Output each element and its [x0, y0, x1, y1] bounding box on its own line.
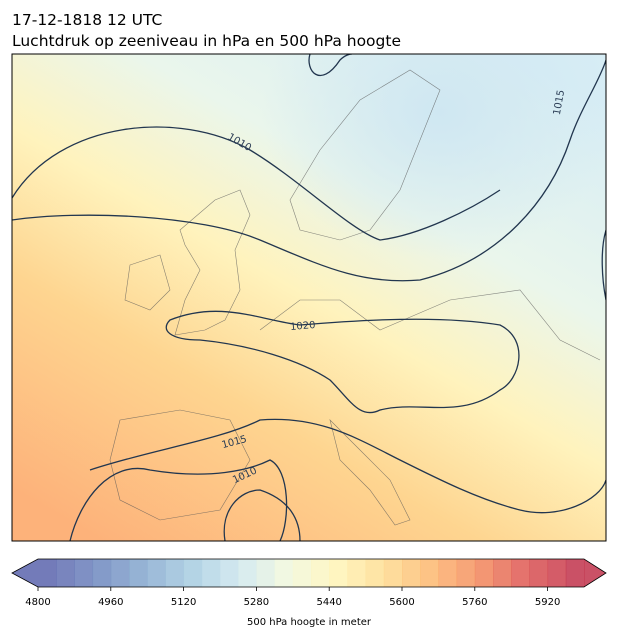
- colorbar-segment: [420, 559, 439, 587]
- colorbar-extend: [12, 559, 38, 587]
- map-frame: [11, 53, 607, 542]
- colorbar-segment: [493, 559, 512, 587]
- colorbar-tick-label: 5280: [244, 597, 269, 608]
- colorbar-segment: [329, 559, 348, 587]
- colorbar-segment: [474, 559, 494, 587]
- colorbar-segment: [402, 559, 421, 587]
- colorbar-segment: [565, 559, 585, 587]
- title: 17-12-1818 12 UTC: [12, 11, 162, 29]
- colorbar-segment: [92, 559, 112, 587]
- colorbar-outline: [11, 558, 607, 588]
- colorbar-tick-label: 5920: [535, 597, 560, 608]
- colorbar-segment: [383, 559, 403, 587]
- colorbar-segment: [438, 559, 458, 587]
- colorbar-tick-label: 4960: [98, 597, 123, 608]
- colorbar-tick-label: 4800: [25, 597, 50, 608]
- colorbar-segment: [183, 559, 203, 587]
- colorbar-segment: [129, 559, 148, 587]
- colorbar-tick-label: 5440: [316, 597, 341, 608]
- map: [12, 54, 606, 541]
- colorbar-tick-label: 5120: [171, 597, 196, 608]
- colorbar-segment: [292, 559, 312, 587]
- colorbar-segment: [220, 559, 239, 587]
- colorbar-segment: [56, 559, 75, 587]
- colorbar-segment: [547, 559, 567, 587]
- colorbar-segment: [165, 559, 185, 587]
- colorbar-segment: [38, 559, 57, 587]
- colorbar-extend: [584, 559, 606, 587]
- title: Luchtdruk op zeeniveau in hPa en 500 hPa…: [12, 32, 401, 50]
- colorbar-tick-label: 5760: [462, 597, 487, 608]
- colorbar-segment: [529, 559, 549, 587]
- colorbar-segment: [311, 559, 330, 587]
- colorbar-segment: [74, 559, 94, 587]
- colorbar-label: 500 hPa hoogte in meter: [247, 617, 372, 628]
- colorbar-segment: [147, 559, 166, 587]
- contour-label: 1020: [290, 320, 316, 333]
- colorbar-segment: [256, 559, 276, 587]
- colorbar-segment: [511, 559, 530, 587]
- colorbar-segment: [238, 559, 257, 587]
- colorbar-segment: [110, 559, 130, 587]
- colorbar: 4800 4960 5120 5280 5440 5600 5760 5920: [11, 558, 607, 608]
- colorbar-segment: [365, 559, 385, 587]
- colorbar-segment: [201, 559, 221, 587]
- colorbar-tick-label: 5600: [389, 597, 414, 608]
- contour-label: 1015: [552, 89, 567, 116]
- colorbar-segment: [456, 559, 476, 587]
- colorbar-segment: [347, 559, 367, 587]
- colorbar-segment: [274, 559, 294, 587]
